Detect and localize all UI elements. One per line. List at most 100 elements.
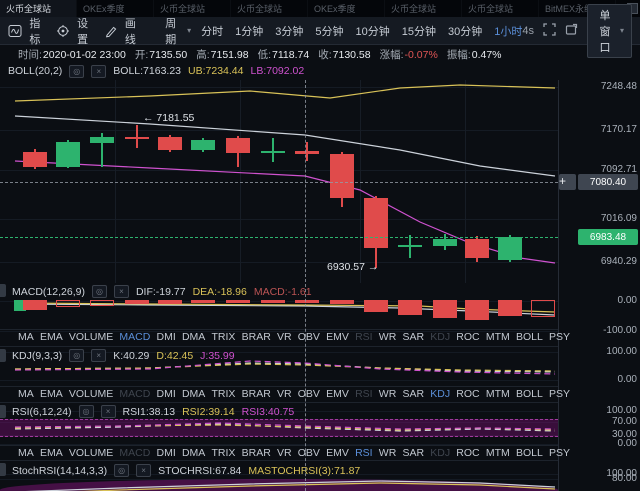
macd-settings-icon[interactable]: ◎ [91,285,107,298]
interval-30分钟[interactable]: 30分钟 [448,25,483,38]
indicator-tab-macd[interactable]: MACD [119,388,151,400]
indicator-tab-trix[interactable]: TRIX [211,447,236,459]
exchange-tab[interactable]: 火币全球站 [0,0,77,17]
indicator-tab-brar[interactable]: BRAR [241,447,271,459]
interval-3分钟[interactable]: 3分钟 [275,25,304,38]
indicator-tab-vr[interactable]: VR [276,388,292,400]
indicator-tab-rsi[interactable]: RSI [355,388,373,400]
grid-line-horizontal [0,331,558,332]
stochrsi-close-icon[interactable]: × [136,464,152,477]
period-dropdown[interactable]: 周期 ▾ [165,15,191,47]
stochrsi-settings-icon[interactable]: ◎ [114,464,130,477]
pane-resize-handle[interactable] [0,463,6,476]
exchange-tab[interactable]: 火币全球站 [462,0,539,17]
exchange-tab[interactable]: 火币全球站 [231,0,308,17]
draw-line-button[interactable]: 画线 [104,15,140,47]
indicator-tab-sar[interactable]: SAR [402,331,425,343]
indicator-tab-ema[interactable]: EMA [39,388,63,400]
indicator-button[interactable]: 指标 [8,15,44,47]
indicator-tab-ma[interactable]: MA [18,331,34,343]
fullscreen-button[interactable] [543,22,556,39]
indicator-tab-wr[interactable]: WR [378,447,397,459]
indicator-tab-mtm[interactable]: MTM [485,388,510,400]
indicator-tab-sar[interactable]: SAR [402,388,425,400]
interval-分时[interactable]: 分时 [201,25,224,38]
indicator-tab-dmi[interactable]: DMI [156,447,176,459]
interval-1小时[interactable]: 1小时 [494,25,523,38]
kdj-close-icon[interactable]: × [91,349,107,362]
indicator-tab-rsi[interactable]: RSI [355,331,373,343]
indicator-tab-mtm[interactable]: MTM [485,447,510,459]
indicator-tab-emv[interactable]: EMV [326,447,349,459]
period-label: 周期 [165,17,177,46]
indicator-tab-vr[interactable]: VR [276,331,292,343]
indicator-tab-obv[interactable]: OBV [297,388,320,400]
indicator-tab-psy[interactable]: PSY [548,331,570,343]
indicator-tab-brar[interactable]: BRAR [241,388,271,400]
pane-resize-handle[interactable] [0,284,6,297]
indicator-tab-psy[interactable]: PSY [548,447,570,459]
exchange-tab[interactable]: OKEx季度 [77,0,154,17]
interval-5分钟[interactable]: 5分钟 [315,25,344,38]
kdj-settings-icon[interactable]: ◎ [69,349,85,362]
rsi-settings-icon[interactable]: ◎ [78,405,94,418]
macd-close-icon[interactable]: × [113,285,129,298]
indicator-tab-ema[interactable]: EMA [39,331,63,343]
new-window-button[interactable] [565,23,578,39]
indicator-tab-dma[interactable]: DMA [181,447,206,459]
indicator-tab-ema[interactable]: EMA [39,447,63,459]
add-order-button[interactable]: + [559,174,576,191]
indicator-tab-boll[interactable]: BOLL [515,388,543,400]
indicator-tab-brar[interactable]: BRAR [241,331,271,343]
indicator-tab-roc[interactable]: ROC [456,447,480,459]
indicator-tab-ma[interactable]: MA [18,447,34,459]
interval-1分钟[interactable]: 1分钟 [235,25,264,38]
exchange-tab[interactable]: OKEx季度 [308,0,385,17]
indicator-tab-volume[interactable]: VOLUME [68,447,114,459]
indicator-tab-macd[interactable]: MACD [119,331,151,343]
indicator-tab-vr[interactable]: VR [276,447,292,459]
indicator-tab-emv[interactable]: EMV [326,388,349,400]
indicator-tab-mtm[interactable]: MTM [485,331,510,343]
indicator-tab-trix[interactable]: TRIX [211,331,236,343]
indicator-tab-kdj[interactable]: KDJ [430,388,451,400]
indicator-tab-obv[interactable]: OBV [297,331,320,343]
interval-15分钟[interactable]: 15分钟 [401,25,437,38]
grid-line-horizontal [0,352,558,353]
macd-histogram-bar [364,300,388,312]
indicator-tab-dmi[interactable]: DMI [156,331,176,343]
indicator-tab-kdj[interactable]: KDJ [430,447,451,459]
indicator-tab-wr[interactable]: WR [378,331,397,343]
candle-body [465,238,489,259]
boll-close-icon[interactable]: × [91,64,107,78]
indicator-tab-volume[interactable]: VOLUME [68,388,114,400]
window-mode-button[interactable]: 单窗口 ▾ [587,3,633,58]
indicator-tab-psy[interactable]: PSY [548,388,570,400]
indicator-tab-boll[interactable]: BOLL [515,331,543,343]
indicator-tab-kdj[interactable]: KDJ [430,331,451,343]
settings-button[interactable]: 设置 [56,15,92,47]
indicator-tab-wr[interactable]: WR [378,388,397,400]
indicator-tab-rsi[interactable]: RSI [355,447,373,459]
indicator-tab-dma[interactable]: DMA [181,331,206,343]
indicator-tab-macd[interactable]: MACD [119,447,151,459]
indicator-tab-obv[interactable]: OBV [297,447,320,459]
indicator-tab-volume[interactable]: VOLUME [68,331,114,343]
exchange-tab[interactable]: 火币全球站 [154,0,231,17]
indicator-tab-dma[interactable]: DMA [181,388,206,400]
indicator-tab-roc[interactable]: ROC [456,331,480,343]
indicator-tab-boll[interactable]: BOLL [515,447,543,459]
indicator-tab-roc[interactable]: ROC [456,388,480,400]
pane-resize-handle[interactable] [0,405,6,418]
indicator-tab-emv[interactable]: EMV [326,331,349,343]
indicator-tab-trix[interactable]: TRIX [211,388,236,400]
boll-settings-icon[interactable]: ◎ [69,64,85,78]
indicator-tab-sar[interactable]: SAR [402,447,425,459]
pane-resize-handle[interactable] [0,349,6,362]
interval-10分钟[interactable]: 10分钟 [355,25,390,38]
rsi-close-icon[interactable]: × [100,405,116,418]
indicator-tab-ma[interactable]: MA [18,388,34,400]
exchange-tab[interactable]: 火币全球站 [385,0,462,17]
indicator-tab-dmi[interactable]: DMI [156,388,176,400]
